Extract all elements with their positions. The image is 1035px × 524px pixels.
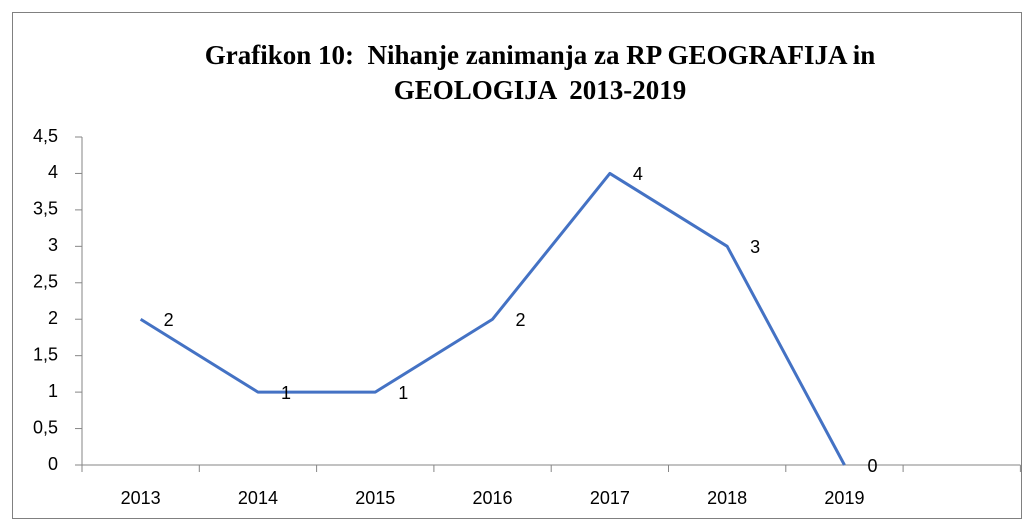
x-tick-label: 2016 <box>473 488 513 508</box>
data-label: 2 <box>164 310 174 330</box>
y-tick-label: 1,5 <box>33 344 58 364</box>
y-tick-label: 3,5 <box>33 199 58 219</box>
x-tick-label: 2013 <box>121 488 161 508</box>
data-label: 3 <box>750 237 760 257</box>
series-line <box>139 171 846 466</box>
x-tick-label: 2017 <box>590 488 630 508</box>
y-tick-label: 0,5 <box>33 417 58 437</box>
x-tick-label: 2014 <box>238 488 278 508</box>
x-tick-label: 2015 <box>355 488 395 508</box>
data-label: 1 <box>398 383 408 403</box>
data-label: 2 <box>516 310 526 330</box>
y-tick-label: 0 <box>48 454 58 474</box>
y-tick-label: 1 <box>48 381 58 401</box>
y-tick-label: 2 <box>48 308 58 328</box>
chart-title: Grafikon 10: Nihanje zanimanja za RP GEO… <box>204 40 883 105</box>
data-label: 0 <box>867 456 877 476</box>
y-tick-label: 2,5 <box>33 272 58 292</box>
y-tick-label: 4,5 <box>33 126 58 146</box>
y-tick-label: 3 <box>48 235 58 255</box>
chart-frame <box>12 12 1022 519</box>
x-tick-label: 2018 <box>707 488 747 508</box>
x-tick-label: 2019 <box>824 488 864 508</box>
y-tick-label: 4 <box>48 162 58 182</box>
data-label: 4 <box>633 164 643 184</box>
data-label: 1 <box>281 383 291 403</box>
